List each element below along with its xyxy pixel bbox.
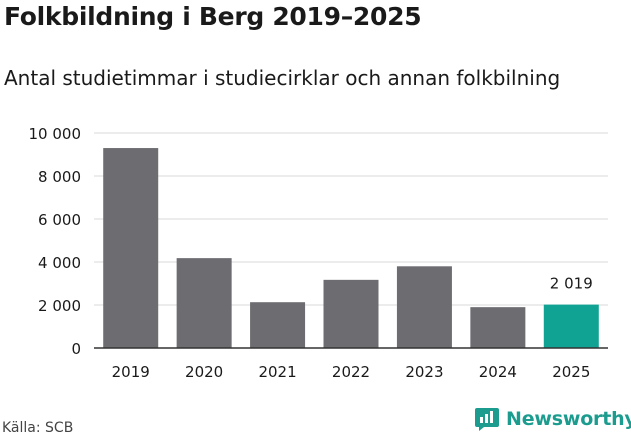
bar-chart: 0 2 000 4 000 6 000 8 000 10 000 2019 2020 2021 2… — [29, 125, 608, 381]
bar — [470, 307, 526, 348]
x-tick-label: 2025 — [552, 363, 590, 381]
x-tick-label: 2020 — [185, 363, 223, 381]
bar — [323, 279, 379, 348]
bar — [103, 148, 159, 348]
x-tick-label: 2023 — [405, 363, 443, 381]
data-label: 2 019 — [550, 275, 593, 293]
x-tick-label: 2021 — [258, 363, 296, 381]
brand: Newsworthy — [474, 406, 631, 432]
chart-subtitle: Antal studietimmar i studiecirklar och a… — [4, 66, 561, 90]
newsworthy-logo-icon — [475, 408, 499, 431]
x-tick-label: 2024 — [479, 363, 517, 381]
bar — [176, 258, 232, 348]
y-tick-label: 6 000 — [38, 211, 81, 229]
brand-name: Newsworthy — [506, 408, 631, 430]
x-tick-label: 2019 — [112, 363, 150, 381]
y-tick-label: 8 000 — [38, 168, 81, 186]
x-tick-label: 2022 — [332, 363, 370, 381]
chart-title: Folkbildning i Berg 2019–2025 — [4, 2, 422, 31]
y-tick-label: 4 000 — [38, 254, 81, 272]
bar — [250, 302, 306, 348]
bar — [543, 304, 599, 348]
y-tick-label: 2 000 — [38, 297, 81, 315]
source-note: Källa: SCB — [2, 420, 74, 436]
y-tick-label: 10 000 — [29, 125, 82, 143]
bar — [396, 266, 452, 348]
y-tick-label: 0 — [71, 340, 81, 358]
